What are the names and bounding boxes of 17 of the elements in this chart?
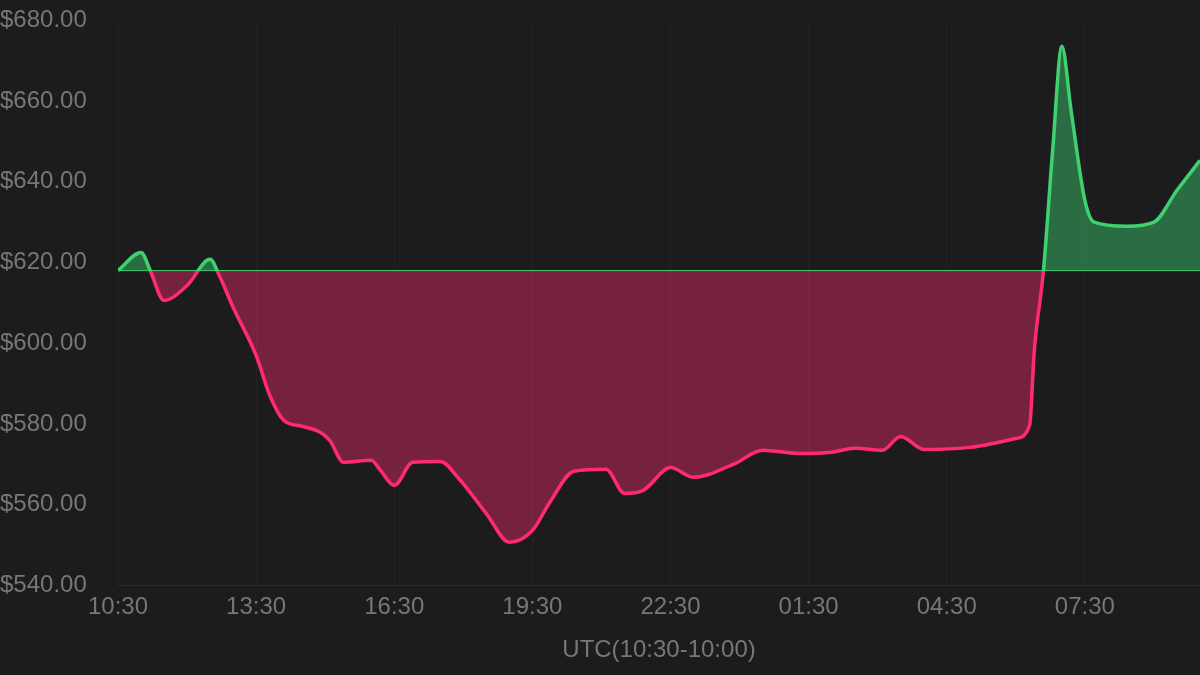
x-tick-label: 07:30 (1054, 592, 1115, 620)
x-tick-label: 04:30 (916, 592, 977, 620)
y-tick-label: $640.00 (0, 166, 87, 194)
y-tick-label: $660.00 (0, 85, 87, 113)
y-tick-label: $560.00 (0, 489, 87, 517)
x-tick-label: 01:30 (778, 592, 839, 620)
x-tick-label: 22:30 (640, 592, 701, 620)
y-tick-label: $680.00 (0, 5, 87, 33)
y-tick-label: $620.00 (0, 247, 87, 275)
x-tick-label: 10:30 (87, 592, 149, 620)
y-tick-label: $580.00 (0, 408, 87, 436)
y-tick-label: $600.00 (0, 327, 87, 355)
y-tick-label: $540.00 (0, 570, 87, 598)
x-tick-label: 13:30 (226, 592, 287, 620)
x-tick-label: 16:30 (364, 592, 425, 620)
x-axis-title: UTC(10:30-10:00) (562, 635, 756, 663)
x-tick-label: 19:30 (502, 592, 563, 620)
